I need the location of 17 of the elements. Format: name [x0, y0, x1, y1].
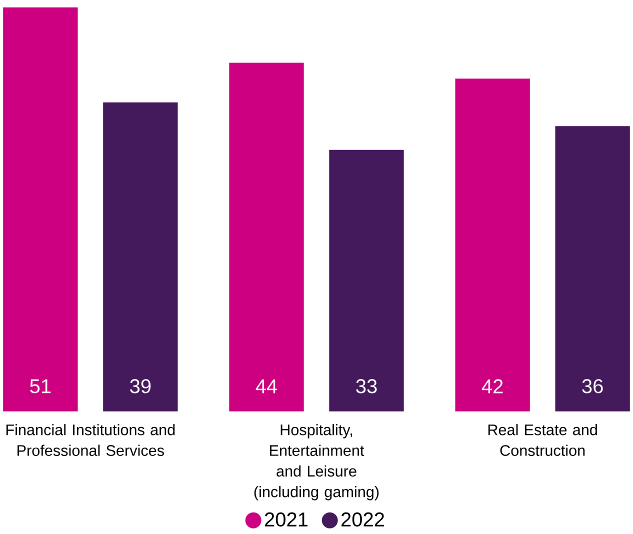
data-label: 44 [256, 380, 278, 394]
bar [555, 126, 630, 412]
bar [229, 62, 304, 412]
bar [3, 7, 78, 412]
bar [103, 102, 178, 412]
data-label: 36 [582, 379, 603, 394]
legend-label: 2021 [265, 512, 308, 527]
data-label: 51 [30, 379, 51, 394]
x-tick-label: Real Estate and Construction [488, 424, 597, 456]
x-tick-label: Financial Institutions and Professional Services [6, 424, 175, 456]
data-label: 42 [482, 379, 503, 394]
x-tick-label: Hospitality, Entertainment and Leisure (including gaming) [254, 424, 379, 500]
bar [455, 78, 530, 412]
legend-label: 2022 [342, 512, 384, 527]
data-label: 39 [130, 379, 151, 394]
data-label: 33 [356, 379, 377, 394]
bar [329, 150, 404, 412]
